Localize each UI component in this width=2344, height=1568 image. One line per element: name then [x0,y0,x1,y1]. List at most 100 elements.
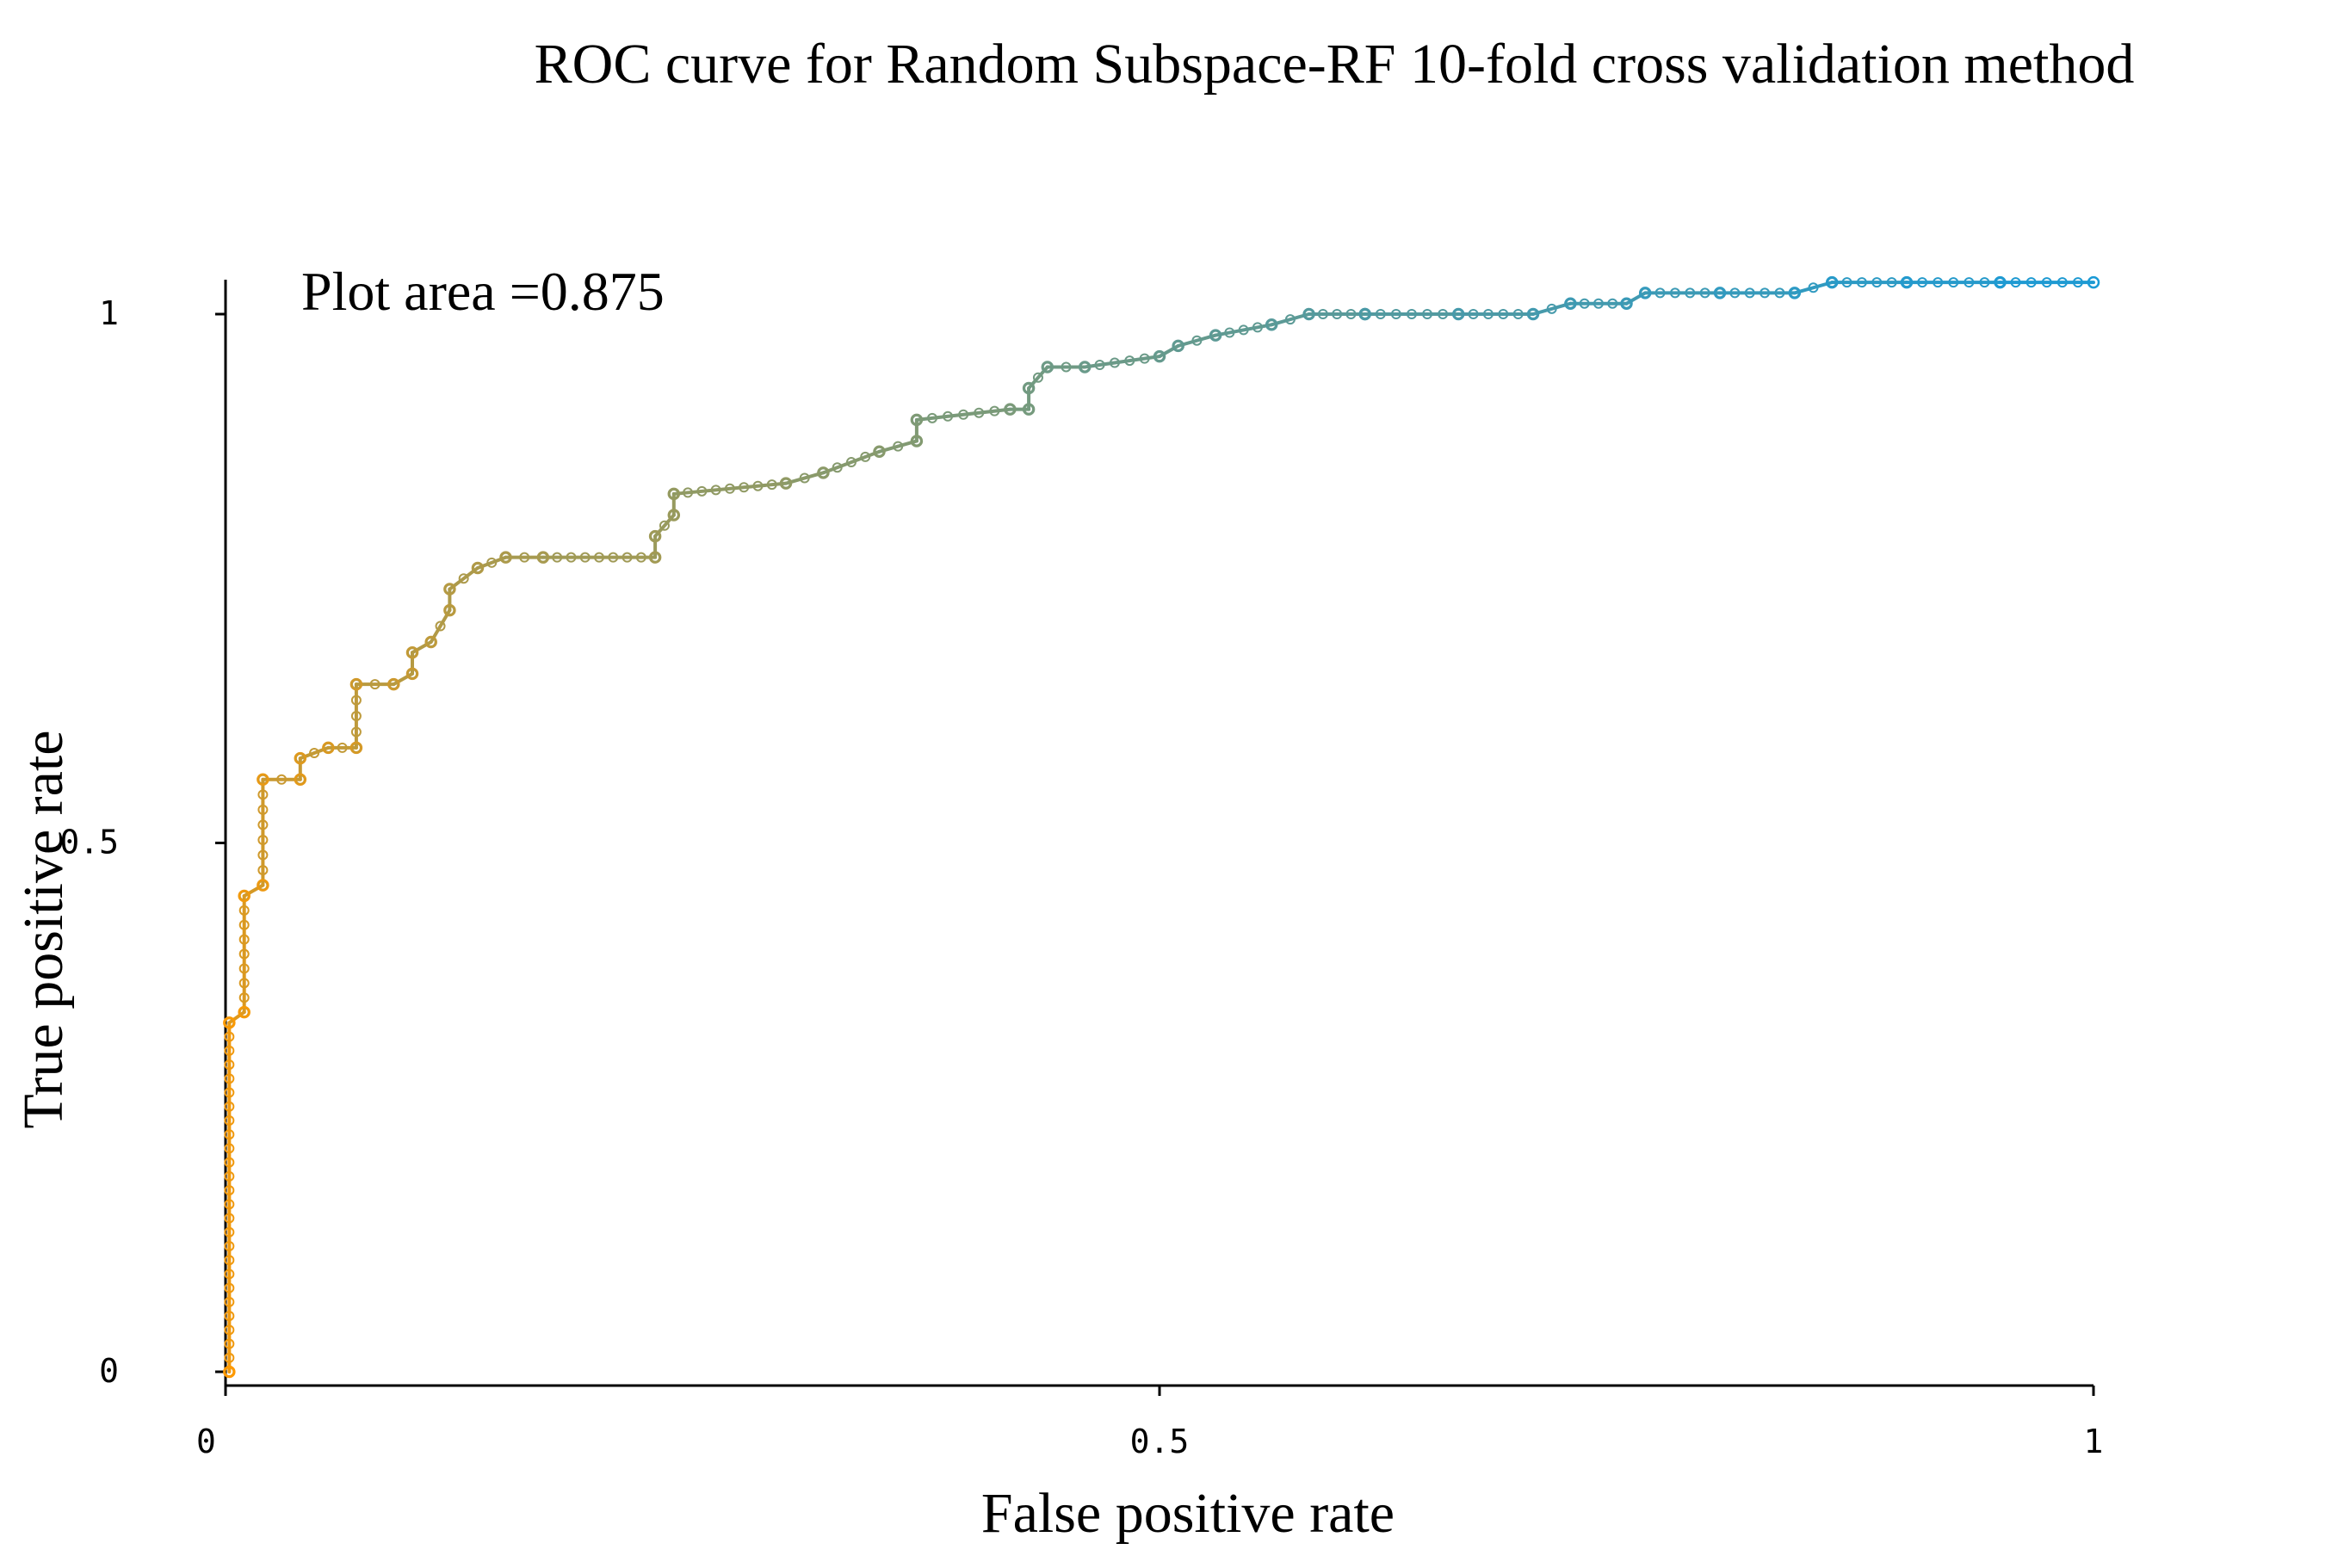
roc-segment [784,471,826,485]
roc-point [1078,361,1092,373]
roc-marker [224,1296,235,1307]
roc-segment [1792,281,1834,295]
roc-segment [392,671,414,687]
roc-point [322,741,335,755]
roc-marker [1886,277,1897,288]
roc-marker [1729,287,1741,299]
roc-marker [1808,282,1819,293]
roc-marker [1964,277,1975,288]
roc-marker [1332,309,1343,319]
roc-point [1209,329,1222,342]
roc-marker [1512,309,1524,319]
chart-title: ROC curve for Random Subspace-RF 10-fold… [535,33,2135,96]
roc-marker [1933,277,1944,288]
roc-segment [1270,312,1311,327]
roc-point [2087,275,2100,289]
roc-marker [224,1157,235,1168]
roc-marker [224,1101,235,1112]
roc-marker [608,552,619,563]
roc-marker [350,694,362,706]
roc-marker [1841,277,1852,288]
roc-marker [224,1338,235,1349]
roc-segment [242,883,265,898]
roc-marker [1191,335,1203,346]
roc-marker [1685,287,1696,299]
axis-ticks: 0 0.5 1 0 0.5 1 [59,294,2103,1460]
roc-marker [486,557,498,568]
roc-marker [739,482,750,493]
roc-marker [989,405,1000,417]
roc-marker [1422,309,1433,319]
roc-point [910,435,924,448]
roc-point [257,879,269,892]
roc-marker [224,1059,235,1071]
roc-marker [238,904,250,916]
roc-point [910,413,924,427]
roc-marker [832,462,843,473]
roc-segment [1624,291,1648,306]
roc-segment [821,449,881,475]
roc-point [779,477,793,490]
roc-marker [1109,357,1120,368]
roc-segment [411,639,433,655]
roc-point [1713,287,1727,299]
roc-marker [1345,309,1357,319]
roc-marker [1593,298,1604,309]
roc-marker [224,1129,235,1140]
roc-marker [2010,277,2021,288]
roc-marker [238,978,250,989]
roc-marker [893,441,904,452]
roc-point [1526,307,1540,321]
roc-marker [224,1352,235,1363]
roc-marker [1390,309,1401,319]
roc-segment [1176,333,1218,348]
y-tick-label: 0.5 [59,824,119,861]
roc-marker [766,479,777,491]
roc-marker [2056,277,2068,288]
roc-marker [224,1269,235,1280]
roc-marker [1124,355,1135,367]
roc-marker [1252,322,1263,333]
roc-marker [845,457,857,468]
roc-marker [1438,309,1449,319]
roc-point [405,646,419,659]
roc-marker [337,742,348,753]
roc-marker [1317,309,1328,319]
roc-point [873,445,886,459]
roc-point [443,603,456,617]
roc-marker [224,1226,235,1238]
roc-marker [683,487,694,498]
roc-marker [238,948,250,960]
roc-marker [1760,287,1771,299]
roc-marker [752,480,764,491]
roc-marker [1498,309,1509,319]
plot-area: 0 0.5 1 0 0.5 1 [59,275,2103,1460]
roc-point [223,1016,236,1029]
roc-point [1994,275,2007,289]
roc-marker [350,711,362,722]
roc-marker [974,407,985,418]
roc-marker [1871,277,1883,288]
roc-marker [238,919,250,930]
roc-marker [2025,277,2037,288]
roc-point [294,773,307,787]
roc-marker [659,520,670,531]
roc-marker [1546,303,1557,314]
roc-point [1900,275,1914,289]
roc-marker [1406,309,1417,319]
roc-marker [435,620,446,632]
roc-marker [224,1282,235,1293]
roc-marker [1375,309,1386,319]
roc-marker [2041,277,2052,288]
x-tick-label: 0 [196,1423,216,1460]
roc-marker [224,1311,235,1322]
roc-marker [224,1255,235,1266]
roc-point [424,635,437,649]
roc-marker [257,789,269,800]
roc-point [238,1005,250,1019]
roc-marker [1482,309,1494,319]
roc-point [1564,297,1577,310]
roc-marker [1061,361,1072,373]
roc-segment [227,1010,246,1025]
roc-point [1451,307,1465,321]
